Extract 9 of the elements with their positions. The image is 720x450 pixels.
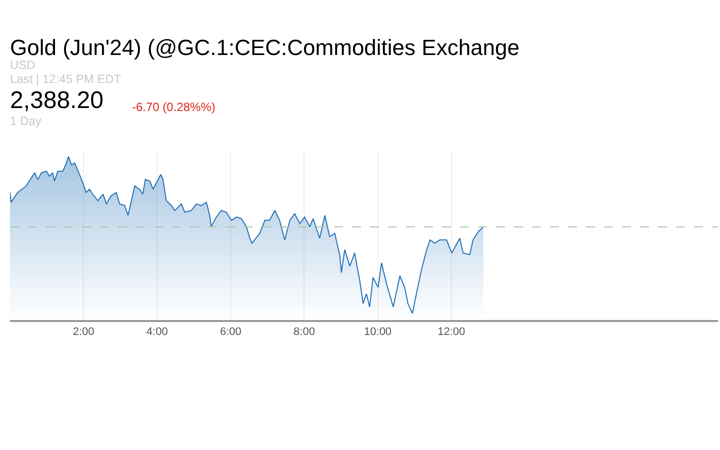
x-tick-label: 8:00 — [294, 326, 315, 338]
chart-title: Gold (Jun'24) (@GC.1:CEC:Commodities Exchange — [10, 35, 520, 60]
x-tick-label: 10:00 — [364, 326, 392, 338]
x-tick-label: 4:00 — [146, 326, 168, 338]
x-tick-label: 12:00 — [438, 326, 466, 338]
text: 2,388.20 — [10, 87, 104, 114]
x-tick-label: 6:00 — [220, 326, 242, 338]
x-tick-label: 2:00 — [72, 326, 94, 338]
text: -6.70 (0.28%%) — [132, 100, 216, 114]
